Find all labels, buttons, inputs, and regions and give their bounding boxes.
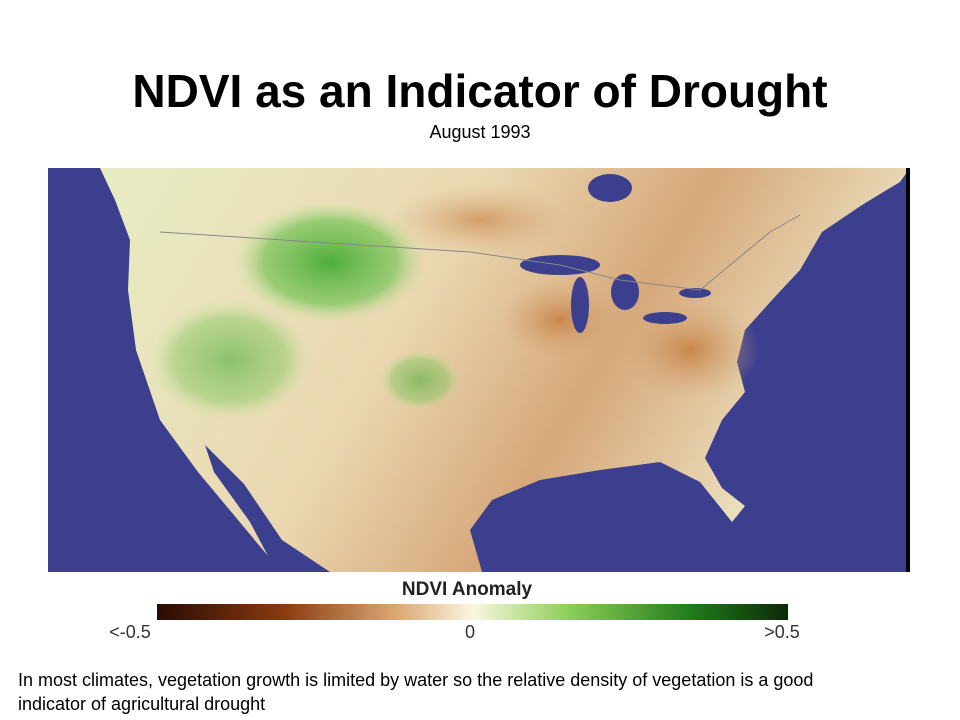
green-anomaly bbox=[150, 300, 310, 420]
lake-huron bbox=[611, 274, 639, 310]
drought-area bbox=[500, 280, 620, 360]
border bbox=[159, 214, 801, 291]
drought-area bbox=[390, 185, 570, 255]
slide-subtitle: August 1993 bbox=[429, 122, 531, 142]
green-anomaly bbox=[380, 350, 460, 410]
map-edge bbox=[906, 168, 910, 572]
legend-title: NDVI Anomaly bbox=[402, 579, 533, 600]
bay bbox=[588, 174, 632, 202]
lake-ontario bbox=[679, 288, 711, 298]
ndvi-map: NDVI Anomaly <-0.5 0 >0.5 bbox=[48, 168, 910, 642]
slide-title: NDVI as an Indicator of Drought bbox=[132, 65, 828, 117]
lake-michigan bbox=[571, 277, 589, 333]
caption: In most climates, vegetation growth is l… bbox=[18, 670, 814, 714]
legend-max-label: >0.5 bbox=[764, 622, 800, 642]
lake-erie bbox=[643, 312, 687, 324]
green-anomaly bbox=[235, 202, 425, 322]
drought-area bbox=[620, 300, 760, 400]
legend-mid-label: 0 bbox=[465, 622, 475, 642]
legend-colorbar bbox=[157, 604, 788, 620]
legend-min-label: <-0.5 bbox=[109, 622, 151, 642]
